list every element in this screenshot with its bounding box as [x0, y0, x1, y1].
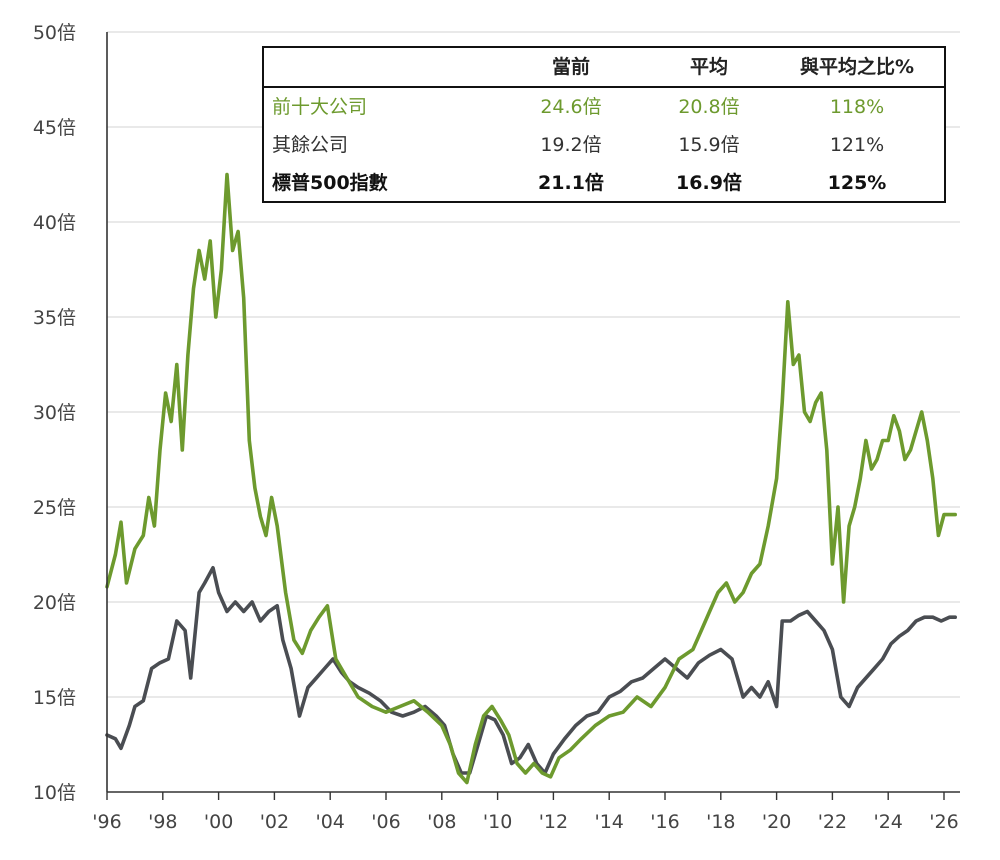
row-label: 其餘公司 — [272, 134, 349, 156]
table-header-row: 當前 平均 與平均之比% — [264, 48, 944, 88]
row-ratio: 125% — [827, 172, 887, 194]
x-tick-label: '08 — [427, 811, 456, 833]
x-tick-label: '02 — [260, 811, 289, 833]
row-label: 標普500指數 — [272, 172, 388, 194]
x-tick-label: '26 — [929, 811, 958, 833]
header-current: 當前 — [551, 56, 590, 78]
header-average: 平均 — [689, 56, 728, 78]
y-tick-label: 10倍 — [33, 782, 76, 804]
series-line-others — [105, 565, 958, 775]
x-tick-label: '12 — [539, 811, 568, 833]
valuation-summary-table: 當前 平均 與平均之比% 前十大公司 24.6倍 20.8倍 118% 其餘公司… — [262, 46, 946, 203]
table-row-top10: 前十大公司 24.6倍 20.8倍 118% — [264, 88, 944, 126]
table-row-others: 其餘公司 19.2倍 15.9倍 121% — [264, 126, 944, 164]
row-label: 前十大公司 — [272, 96, 368, 118]
x-tick-label: '14 — [594, 811, 623, 833]
y-tick-label: 15倍 — [33, 687, 76, 709]
x-tick-label: '04 — [315, 811, 344, 833]
y-tick-label: 35倍 — [33, 307, 76, 329]
row-current: 19.2倍 — [540, 134, 602, 156]
row-ratio: 121% — [829, 134, 885, 156]
x-tick-label: '22 — [818, 811, 847, 833]
y-tick-label: 25倍 — [33, 497, 76, 519]
header-ratio: 與平均之比% — [799, 56, 915, 78]
row-average: 20.8倍 — [678, 96, 740, 118]
x-tick-label: '24 — [873, 811, 902, 833]
x-tick-label: '98 — [148, 811, 177, 833]
y-tick-label: 40倍 — [33, 212, 76, 234]
y-tick-label: 50倍 — [33, 22, 76, 44]
x-tick-label: '06 — [371, 811, 400, 833]
series-line-top10 — [105, 172, 958, 785]
table-row-sp500: 標普500指數 21.1倍 16.9倍 125% — [264, 164, 944, 202]
y-tick-label: 20倍 — [33, 592, 76, 614]
row-current: 24.6倍 — [540, 96, 602, 118]
x-axis-ticks: '96 '98 '00 '02 '04 '06 '08 '10 '12 '14 '16 '18 '20 '… — [92, 792, 959, 833]
row-current: 21.1倍 — [538, 172, 604, 194]
x-tick-label: '10 — [483, 811, 512, 833]
row-ratio: 118% — [829, 96, 885, 118]
x-tick-label: '18 — [706, 811, 735, 833]
x-tick-label: '16 — [650, 811, 679, 833]
y-tick-label: 45倍 — [33, 117, 76, 139]
series-lines — [105, 172, 958, 785]
x-tick-label: '96 — [92, 811, 121, 833]
row-average: 15.9倍 — [678, 134, 740, 156]
x-tick-label: '20 — [762, 811, 791, 833]
x-tick-label: '00 — [204, 811, 233, 833]
y-tick-label: 30倍 — [33, 402, 76, 424]
y-axis-ticks: 50倍 45倍 40倍 35倍 30倍 25倍 20倍 15倍 10倍 — [33, 22, 76, 804]
row-average: 16.9倍 — [676, 172, 742, 194]
